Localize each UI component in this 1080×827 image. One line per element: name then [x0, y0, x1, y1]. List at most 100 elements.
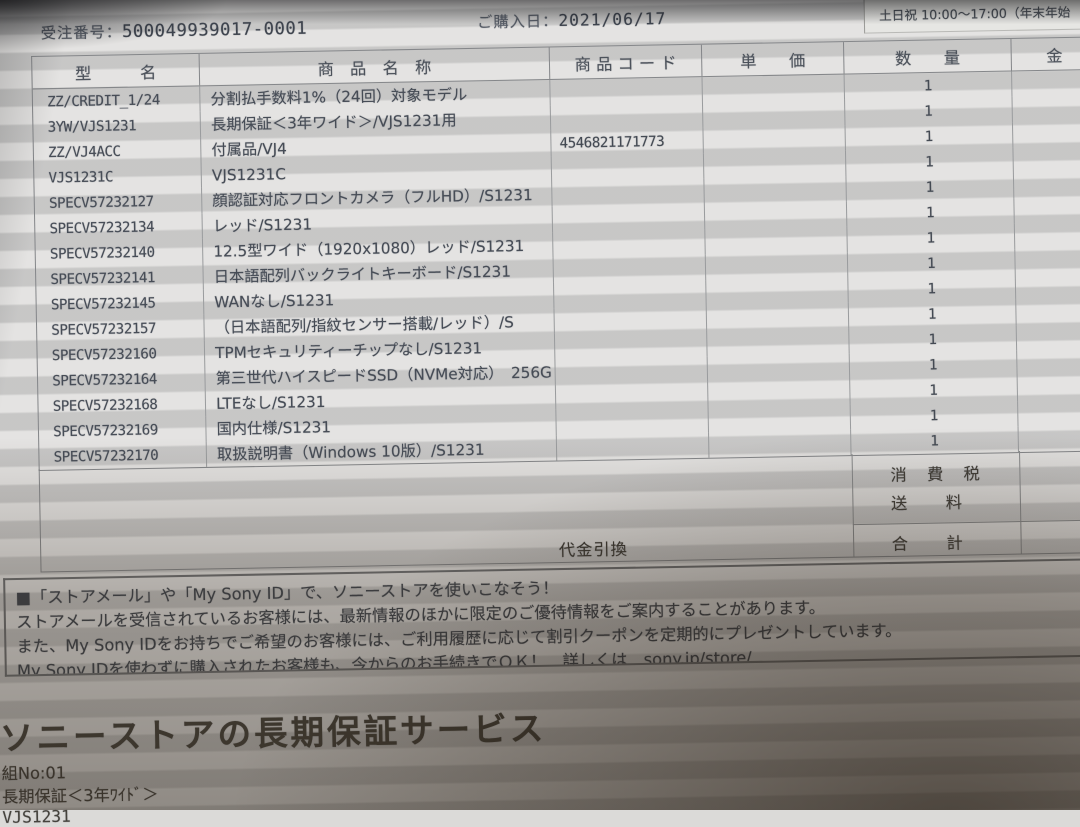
quantity-cell: 1	[847, 249, 1016, 278]
product-code-cell	[550, 77, 703, 106]
header-product-name: 商 品 名 称	[199, 47, 551, 86]
store-hours-line1: 営業時間 月～金 10:00～18:00	[878, 0, 1080, 1]
unit-price-cell	[707, 328, 850, 357]
amount-cell	[1018, 399, 1080, 427]
shipping-label: 送 料	[890, 492, 965, 514]
total-row-divider	[852, 519, 1080, 526]
unit-price-cell	[702, 74, 846, 103]
model-cell: SPECV57232127	[34, 187, 203, 217]
header-model: 型 名	[32, 53, 201, 89]
amount-cell	[1014, 221, 1080, 250]
quantity-cell: 1	[850, 401, 1019, 430]
quantity-cell: 1	[850, 375, 1019, 405]
total-label: 合 計	[891, 533, 966, 554]
unit-price-cell	[705, 226, 848, 255]
amount-cell	[1012, 120, 1080, 148]
amount-cell	[1016, 298, 1080, 326]
product-code-cell	[554, 330, 708, 360]
model-cell: SPECV57232168	[38, 390, 207, 420]
purchase-date-line: ご購入日：2021/06/17	[477, 8, 666, 33]
amount-cell	[1012, 95, 1080, 123]
quantity-cell: 1	[845, 147, 1014, 177]
header-amount: 金	[1011, 37, 1080, 71]
quantity-cell: 1	[849, 325, 1018, 354]
product-code-cell	[550, 102, 704, 131]
table-body: ZZ/CREDIT_1/24 分割払手数料1%（24回）対象モデル 1 3YW/VJS…	[32, 69, 1080, 471]
unit-price-cell	[706, 277, 849, 306]
unit-price-cell	[708, 379, 851, 407]
model-cell: SPECV57232141	[35, 263, 204, 293]
tax-label: 消 費 税	[890, 463, 983, 485]
amount-cell	[1018, 424, 1080, 453]
model-cell: VJS1231C	[34, 162, 203, 191]
amount-cell	[1015, 272, 1080, 300]
amount-cell	[1017, 348, 1080, 376]
items-table: 型 名 商 品 名 称 商 品 コ ー ド 単 価 数 量 金 ZZ/CREDI…	[31, 36, 1080, 472]
totals-section: 消 費 税 送 料 合 計 代金引換	[38, 449, 1080, 573]
unit-price-cell	[708, 404, 852, 433]
product-code-cell	[554, 280, 707, 309]
amount-cell	[1015, 247, 1080, 275]
unit-price-cell	[706, 302, 850, 331]
warranty-plan: 長期保証＜3年ﾜｲﾄﾞ＞	[1, 784, 159, 807]
unit-price-cell	[702, 99, 846, 128]
totals-divider-right	[1018, 451, 1022, 554]
payment-method: 代金引換	[558, 539, 629, 560]
product-code-cell	[555, 356, 709, 385]
quantity-cell: 1	[847, 223, 1016, 253]
amount-cell	[1014, 196, 1080, 224]
model-cell: ZZ/VJ4ACC	[33, 137, 202, 166]
model-cell: SPECV57232160	[37, 340, 206, 369]
amount-cell	[1013, 145, 1080, 173]
order-number-value: 500049939017-0001	[121, 18, 308, 43]
product-code-cell: 4546821171773	[551, 127, 704, 157]
header-product-code: 商 品 コ ー ド	[549, 44, 703, 79]
unit-price-cell	[705, 252, 849, 281]
unit-price-cell	[703, 150, 847, 179]
unit-price-cell	[704, 176, 847, 205]
warranty-title: ソニーストアの長期保証サービス	[0, 708, 547, 759]
quantity-cell: 1	[846, 198, 1015, 227]
amount-cell	[1017, 374, 1080, 402]
model-cell: ZZ/CREDIT_1/24	[32, 86, 201, 115]
model-cell: SPECV57232169	[38, 416, 207, 445]
amount-cell	[1012, 69, 1080, 97]
quantity-cell: 1	[845, 96, 1013, 126]
order-number-line: 受注番号：500049939017-0001	[41, 17, 308, 43]
warranty-group-no: 組No:01	[1, 762, 67, 784]
quantity-cell: 1	[845, 122, 1014, 151]
model-cell: SPECV57232164	[37, 365, 206, 394]
product-code-cell	[553, 254, 707, 283]
model-cell: SPECV57232145	[36, 289, 205, 318]
product-code-cell	[551, 153, 705, 182]
product-code-cell	[552, 178, 705, 207]
store-hours-line2: 土日祝 10:00～17:00（年末年始	[878, 4, 1071, 24]
purchase-date-label: ご購入日：	[476, 11, 559, 32]
quantity-cell: 1	[849, 350, 1018, 380]
product-code-cell	[553, 229, 706, 258]
totals-divider-left	[851, 454, 855, 557]
header-unit-price: 単 価	[701, 42, 845, 77]
model-cell: 3YW/VJS1231	[33, 111, 202, 141]
product-code-cell	[556, 406, 710, 436]
model-cell: SPECV57232140	[35, 238, 204, 268]
quantity-cell: 1	[846, 172, 1015, 202]
notice-box: ■「ストアメール」や「My Sony ID」で、ソニーストアを使いこなそう！ ス…	[3, 558, 1080, 677]
store-hours-box: 営業時間 月～金 10:00～18:00 土日祝 10:00～17:00（年末年…	[863, 0, 1080, 34]
model-cell: SPECV57232134	[35, 213, 203, 242]
amount-cell	[1013, 171, 1080, 199]
unit-price-cell	[703, 125, 846, 154]
product-code-cell	[552, 204, 706, 233]
unit-price-cell	[704, 201, 848, 230]
purchase-date-value: 2021/06/17	[558, 8, 667, 31]
quantity-cell: 1	[848, 299, 1017, 329]
amount-cell	[1016, 323, 1080, 351]
unit-price-cell	[707, 353, 851, 382]
header-quantity: 数 量	[843, 39, 1013, 74]
model-cell: SPECV57232157	[36, 314, 205, 344]
product-code-cell	[554, 305, 708, 334]
order-number-label: 受注番号：	[40, 22, 123, 43]
quantity-cell: 1	[848, 274, 1017, 303]
quantity-cell: 1	[844, 71, 1013, 100]
